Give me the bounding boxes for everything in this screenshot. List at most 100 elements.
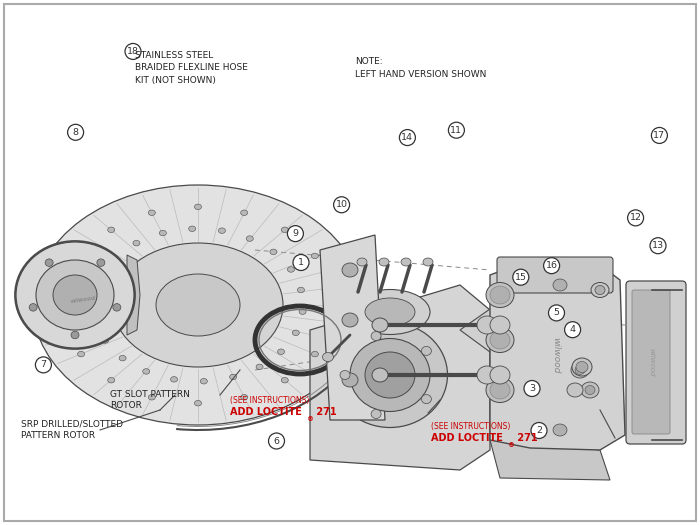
Ellipse shape (119, 355, 126, 361)
Ellipse shape (332, 322, 447, 427)
Text: 13: 13 (652, 241, 664, 250)
Ellipse shape (148, 394, 155, 400)
Circle shape (293, 255, 309, 270)
FancyBboxPatch shape (626, 281, 686, 444)
Text: SRP DRILLED/SLOTTED
PATTERN ROTOR: SRP DRILLED/SLOTTED PATTERN ROTOR (21, 419, 123, 440)
Text: ®: ® (508, 442, 515, 448)
FancyBboxPatch shape (497, 257, 613, 293)
Ellipse shape (342, 313, 358, 327)
Ellipse shape (553, 424, 567, 436)
Polygon shape (460, 295, 538, 352)
Ellipse shape (200, 379, 207, 384)
Text: 10: 10 (335, 200, 348, 209)
Text: 18: 18 (127, 47, 139, 56)
Text: GT SLOT PATTERN
ROTOR: GT SLOT PATTERN ROTOR (110, 390, 190, 411)
Text: 3: 3 (529, 384, 535, 393)
Text: 1: 1 (298, 258, 304, 267)
Ellipse shape (372, 318, 388, 332)
Ellipse shape (293, 330, 300, 335)
Ellipse shape (148, 210, 155, 215)
Ellipse shape (299, 309, 306, 314)
Ellipse shape (328, 285, 335, 291)
Circle shape (549, 305, 564, 321)
Ellipse shape (71, 331, 79, 339)
Circle shape (650, 238, 666, 254)
Circle shape (68, 124, 83, 140)
Ellipse shape (108, 227, 115, 233)
Ellipse shape (45, 259, 53, 266)
Text: 271: 271 (514, 433, 538, 443)
Ellipse shape (423, 258, 433, 266)
Ellipse shape (256, 364, 263, 370)
Circle shape (628, 210, 643, 226)
Ellipse shape (490, 331, 510, 349)
Ellipse shape (102, 338, 108, 343)
Ellipse shape (371, 331, 381, 341)
Ellipse shape (379, 258, 389, 266)
Circle shape (544, 258, 559, 274)
Text: ADD LOCTITE: ADD LOCTITE (431, 433, 503, 443)
Polygon shape (490, 260, 625, 450)
Ellipse shape (241, 210, 248, 215)
Ellipse shape (342, 263, 358, 277)
Text: 4: 4 (570, 325, 575, 334)
Ellipse shape (421, 395, 431, 404)
Text: 7: 7 (41, 360, 46, 370)
Ellipse shape (365, 298, 415, 326)
Ellipse shape (571, 362, 589, 378)
Ellipse shape (342, 373, 358, 387)
Ellipse shape (123, 244, 273, 337)
Ellipse shape (189, 226, 196, 232)
Ellipse shape (241, 394, 248, 400)
Ellipse shape (16, 242, 134, 348)
Ellipse shape (350, 289, 430, 334)
Ellipse shape (357, 258, 367, 266)
Ellipse shape (133, 240, 140, 246)
Ellipse shape (90, 296, 97, 301)
Ellipse shape (36, 260, 114, 330)
Text: STAINLESS STEEL
BRAIDED FLEXLINE HOSE
KIT (NOT SHOWN): STAINLESS STEEL BRAIDED FLEXLINE HOSE KI… (135, 51, 248, 85)
Ellipse shape (486, 377, 514, 403)
FancyBboxPatch shape (632, 290, 670, 434)
Circle shape (531, 423, 547, 438)
Ellipse shape (372, 368, 388, 382)
Circle shape (334, 197, 349, 213)
Circle shape (652, 128, 667, 143)
Ellipse shape (576, 362, 588, 373)
Polygon shape (320, 235, 385, 420)
Polygon shape (310, 285, 490, 470)
Ellipse shape (328, 319, 335, 325)
Text: 5: 5 (554, 308, 559, 318)
Text: NOTE:
LEFT HAND VERSION SHOWN: NOTE: LEFT HAND VERSION SHOWN (355, 57, 486, 79)
Ellipse shape (62, 319, 69, 325)
Text: 271: 271 (313, 407, 337, 417)
Ellipse shape (595, 286, 605, 295)
Ellipse shape (53, 275, 97, 315)
Circle shape (400, 130, 415, 145)
Ellipse shape (62, 285, 69, 291)
Text: wilwood: wilwood (70, 296, 96, 304)
Text: 8: 8 (73, 128, 78, 137)
Polygon shape (490, 440, 610, 480)
Ellipse shape (490, 381, 510, 399)
Ellipse shape (97, 275, 104, 280)
Text: (SEE INSTRUCTIONS): (SEE INSTRUCTIONS) (230, 395, 309, 404)
Text: 9: 9 (293, 229, 298, 238)
Circle shape (524, 381, 540, 396)
Ellipse shape (567, 383, 583, 397)
Ellipse shape (365, 352, 415, 398)
Circle shape (125, 44, 141, 59)
Ellipse shape (97, 259, 105, 266)
Ellipse shape (288, 267, 295, 272)
Ellipse shape (298, 287, 304, 293)
Ellipse shape (113, 243, 283, 367)
Text: 12: 12 (629, 213, 642, 223)
Ellipse shape (195, 401, 202, 406)
Ellipse shape (156, 274, 240, 336)
Ellipse shape (575, 365, 585, 374)
Ellipse shape (29, 303, 37, 311)
Ellipse shape (581, 382, 599, 398)
Ellipse shape (277, 349, 284, 354)
Text: 17: 17 (653, 131, 666, 140)
Ellipse shape (572, 358, 592, 376)
